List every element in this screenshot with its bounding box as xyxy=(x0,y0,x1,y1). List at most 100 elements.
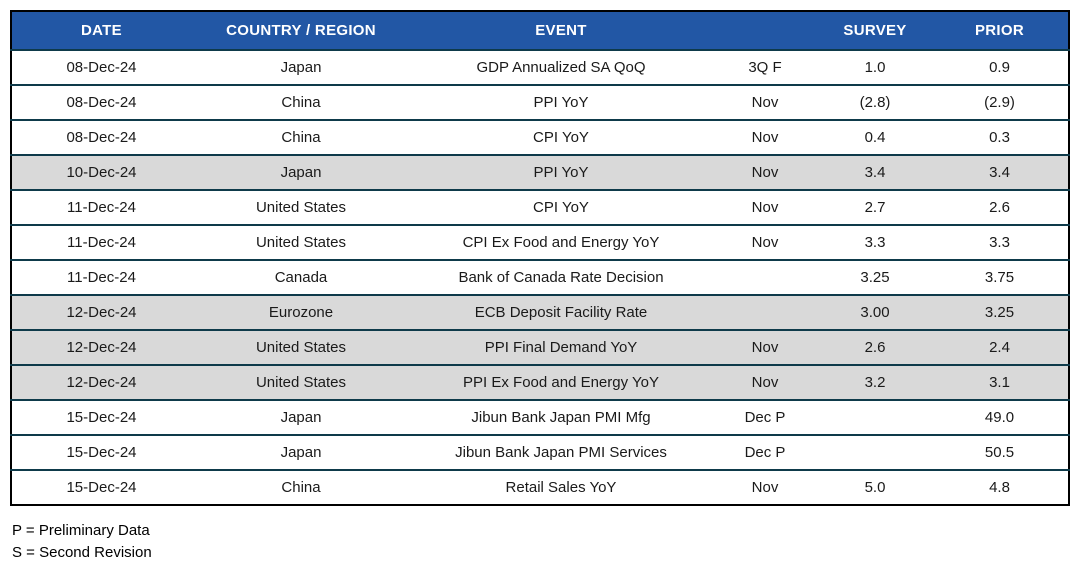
cell-prior: 3.1 xyxy=(931,364,1069,400)
cell-period: Nov xyxy=(711,469,819,505)
header-prior: PRIOR xyxy=(931,11,1069,50)
cell-date: 15-Dec-24 xyxy=(11,399,191,435)
cell-country: Japan xyxy=(191,434,411,470)
cell-country: Canada xyxy=(191,259,411,295)
cell-survey xyxy=(819,434,931,470)
cell-country: United States xyxy=(191,224,411,260)
cell-period: Nov xyxy=(711,154,819,190)
cell-event: PPI YoY xyxy=(411,154,711,190)
cell-date: 12-Dec-24 xyxy=(11,294,191,330)
cell-event: PPI Final Demand YoY xyxy=(411,329,711,365)
header-country: COUNTRY / REGION xyxy=(191,11,411,50)
cell-event: GDP Annualized SA QoQ xyxy=(411,49,711,85)
cell-prior: 0.9 xyxy=(931,49,1069,85)
cell-survey xyxy=(819,399,931,435)
cell-period: Nov xyxy=(711,189,819,225)
footnote-second-revision: S = Second Revision xyxy=(12,544,152,561)
cell-country: China xyxy=(191,469,411,505)
cell-date: 08-Dec-24 xyxy=(11,84,191,120)
cell-prior: 0.3 xyxy=(931,119,1069,155)
footnotes: P = Preliminary Data S = Second Revision xyxy=(12,520,1068,564)
cell-survey: 3.2 xyxy=(819,364,931,400)
cell-survey: (2.8) xyxy=(819,84,931,120)
cell-survey: 2.7 xyxy=(819,189,931,225)
economic-calendar-table: DATE COUNTRY / REGION EVENT SURVEY PRIOR… xyxy=(10,10,1070,506)
cell-event: ECB Deposit Facility Rate xyxy=(411,294,711,330)
cell-prior: 2.6 xyxy=(931,189,1069,225)
cell-prior: 3.75 xyxy=(931,259,1069,295)
cell-country: Eurozone xyxy=(191,294,411,330)
table-row: 11-Dec-24 United States CPI YoY Nov 2.7 2.6 xyxy=(11,189,1069,225)
cell-survey: 3.25 xyxy=(819,259,931,295)
cell-country: Japan xyxy=(191,154,411,190)
cell-event: Bank of Canada Rate Decision xyxy=(411,259,711,295)
header-row: DATE COUNTRY / REGION EVENT SURVEY PRIOR xyxy=(11,11,1069,50)
cell-country: United States xyxy=(191,189,411,225)
header-date: DATE xyxy=(11,11,191,50)
cell-date: 12-Dec-24 xyxy=(11,329,191,365)
cell-event: CPI YoY xyxy=(411,119,711,155)
table-row: 12-Dec-24 Eurozone ECB Deposit Facility Ra… xyxy=(11,294,1069,330)
table-row: 15-Dec-24 Japan Jibun Bank Japan PMI Servi… xyxy=(11,434,1069,470)
cell-date: 15-Dec-24 xyxy=(11,434,191,470)
cell-period: Dec P xyxy=(711,399,819,435)
cell-survey: 3.3 xyxy=(819,224,931,260)
cell-country: United States xyxy=(191,329,411,365)
cell-date: 10-Dec-24 xyxy=(11,154,191,190)
cell-period: Dec P xyxy=(711,434,819,470)
cell-country: China xyxy=(191,84,411,120)
cell-date: 08-Dec-24 xyxy=(11,119,191,155)
cell-survey: 2.6 xyxy=(819,329,931,365)
cell-date: 11-Dec-24 xyxy=(11,189,191,225)
cell-survey: 3.00 xyxy=(819,294,931,330)
cell-event: Retail Sales YoY xyxy=(411,469,711,505)
table-row: 11-Dec-24 Canada Bank of Canada Rate Decis… xyxy=(11,259,1069,295)
cell-survey: 0.4 xyxy=(819,119,931,155)
cell-prior: 3.25 xyxy=(931,294,1069,330)
table-header: DATE COUNTRY / REGION EVENT SURVEY PRIOR xyxy=(11,11,1069,50)
cell-period: Nov xyxy=(711,364,819,400)
footnote-preliminary: P = Preliminary Data xyxy=(12,522,150,539)
cell-event: CPI Ex Food and Energy YoY xyxy=(411,224,711,260)
cell-period: Nov xyxy=(711,119,819,155)
cell-prior: 49.0 xyxy=(931,399,1069,435)
cell-event: Jibun Bank Japan PMI Services xyxy=(411,434,711,470)
cell-period: Nov xyxy=(711,224,819,260)
header-event: EVENT xyxy=(411,11,711,50)
table-row: 12-Dec-24 United States PPI Ex Food and En… xyxy=(11,364,1069,400)
cell-date: 12-Dec-24 xyxy=(11,364,191,400)
cell-survey: 5.0 xyxy=(819,469,931,505)
table-row: 15-Dec-24 China Retail Sales YoY Nov 5.0 4.8 xyxy=(11,469,1069,505)
table-row: 08-Dec-24 China CPI YoY Nov 0.4 0.3 xyxy=(11,119,1069,155)
cell-country: United States xyxy=(191,364,411,400)
cell-period: 3Q F xyxy=(711,49,819,85)
cell-country: China xyxy=(191,119,411,155)
cell-prior: 3.3 xyxy=(931,224,1069,260)
cell-date: 08-Dec-24 xyxy=(11,49,191,85)
table-row: 10-Dec-24 Japan PPI YoY Nov 3.4 3.4 xyxy=(11,154,1069,190)
cell-prior: 50.5 xyxy=(931,434,1069,470)
cell-period xyxy=(711,294,819,330)
cell-event: PPI Ex Food and Energy YoY xyxy=(411,364,711,400)
cell-survey: 1.0 xyxy=(819,49,931,85)
cell-period xyxy=(711,259,819,295)
cell-event: Jibun Bank Japan PMI Mfg xyxy=(411,399,711,435)
cell-prior: (2.9) xyxy=(931,84,1069,120)
table-row: 11-Dec-24 United States CPI Ex Food and En… xyxy=(11,224,1069,260)
cell-event: PPI YoY xyxy=(411,84,711,120)
header-survey: SURVEY xyxy=(819,11,931,50)
cell-prior: 3.4 xyxy=(931,154,1069,190)
cell-date: 15-Dec-24 xyxy=(11,469,191,505)
header-period xyxy=(711,11,819,50)
table-row: 15-Dec-24 Japan Jibun Bank Japan PMI Mfg De… xyxy=(11,399,1069,435)
cell-period: Nov xyxy=(711,84,819,120)
cell-date: 11-Dec-24 xyxy=(11,259,191,295)
table-row: 08-Dec-24 China PPI YoY Nov (2.8) (2.9) xyxy=(11,84,1069,120)
cell-country: Japan xyxy=(191,49,411,85)
cell-country: Japan xyxy=(191,399,411,435)
cell-prior: 2.4 xyxy=(931,329,1069,365)
cell-survey: 3.4 xyxy=(819,154,931,190)
table-row: 12-Dec-24 United States PPI Final Demand Y… xyxy=(11,329,1069,365)
